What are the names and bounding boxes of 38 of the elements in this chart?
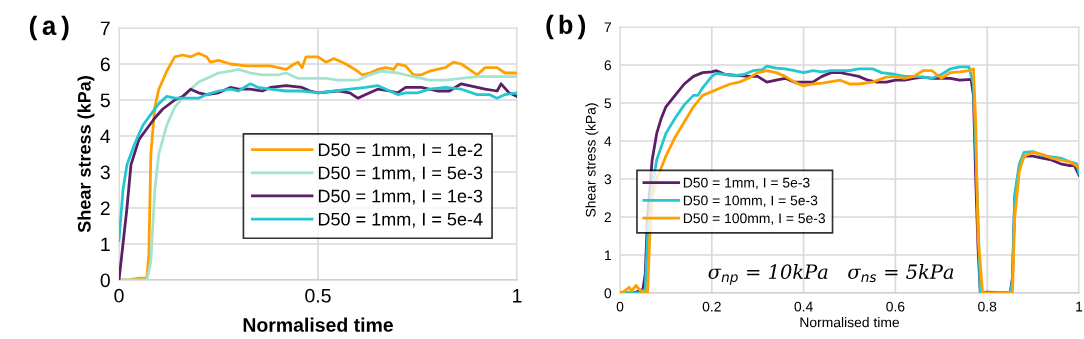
legend-label: D50 = 1mm, I = 1e-3 xyxy=(318,189,483,205)
x-tick-label: 0 xyxy=(616,301,624,312)
chart-title: (a) xyxy=(29,15,69,41)
legend-label: D50 = 1mm, I = 1e-2 xyxy=(318,143,483,159)
legend-label: D50 = 1mm, I = 5e-4 xyxy=(318,212,483,228)
y-tick-label: 7 xyxy=(604,22,611,33)
y-tick-label: 4 xyxy=(604,136,612,147)
y-tick-label: 0 xyxy=(100,273,110,288)
legend-label: D50 = 1mm, I = 5e-3 xyxy=(683,177,810,190)
y-tick-label: 7 xyxy=(100,21,110,36)
y-axis-title: Shear stress (kPa) xyxy=(585,103,599,217)
x-tick-label: 0.5 xyxy=(305,288,331,303)
y-tick-label: 6 xyxy=(604,60,612,71)
x-tick-label: 0.8 xyxy=(978,301,997,312)
x-tick-label: 1 xyxy=(1076,301,1083,312)
x-axis-title: Normalised time xyxy=(800,317,900,328)
y-tick-label: 1 xyxy=(101,237,110,252)
x-tick-label: 0.4 xyxy=(794,301,813,312)
x-tick-label: 1 xyxy=(513,289,522,303)
y-tick-label: 3 xyxy=(604,174,612,185)
y-tick-label: 1 xyxy=(605,250,611,261)
legend-label: D50 = 10mm, I = 5e-3 xyxy=(683,195,818,207)
legend-label: D50 = 100mm, I = 5e-3 xyxy=(683,213,825,225)
x-tick-label: 0.6 xyxy=(886,301,905,312)
y-tick-label: 4 xyxy=(100,129,111,144)
x-axis-title: Normalised time xyxy=(243,317,393,332)
chart-title: (b) xyxy=(546,14,586,40)
x-tick-label: 0 xyxy=(114,288,124,303)
y-axis-title: Shear stress (kPa) xyxy=(77,76,95,233)
y-tick-label: 3 xyxy=(100,165,110,180)
y-tick-label: 5 xyxy=(100,93,110,108)
y-tick-label: 5 xyxy=(604,98,612,109)
annotation: σ$_{np}$ = 10kPa σ$_{ns}$ = 5kPa xyxy=(708,263,954,285)
legend-label: D50 = 1mm, I = 5e-3 xyxy=(318,166,483,182)
y-tick-label: 2 xyxy=(604,212,611,223)
y-tick-label: 6 xyxy=(100,57,110,72)
y-tick-label: 2 xyxy=(100,201,110,216)
x-tick-label: 0.2 xyxy=(702,301,721,312)
